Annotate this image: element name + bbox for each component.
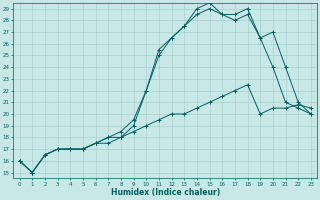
X-axis label: Humidex (Indice chaleur): Humidex (Indice chaleur)	[111, 188, 220, 197]
